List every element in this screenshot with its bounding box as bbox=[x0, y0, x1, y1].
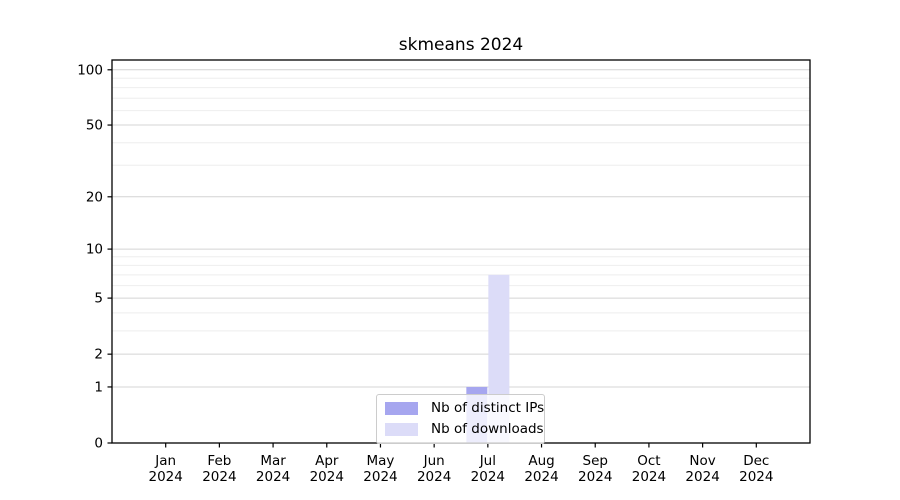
x-tick-label-month-feb: Feb bbox=[207, 453, 231, 469]
legend: Nb of distinct IPs Nb of downloads bbox=[376, 394, 545, 444]
x-tick-label-year-jan: 2024 bbox=[149, 469, 183, 485]
x-tick-label-year-aug: 2024 bbox=[524, 469, 558, 485]
x-tick-label-year-sep: 2024 bbox=[578, 469, 612, 485]
y-tick-label-2: 2 bbox=[94, 347, 103, 363]
x-tick-label-month-jun: Jun bbox=[423, 453, 445, 469]
legend-item-distinct-ips: Nb of distinct IPs bbox=[385, 400, 544, 416]
y-tick-label-100: 100 bbox=[77, 62, 103, 78]
x-tick-label-month-apr: Apr bbox=[315, 453, 339, 469]
x-tick-label-year-may: 2024 bbox=[363, 469, 397, 485]
x-tick-label-month-sep: Sep bbox=[583, 453, 608, 469]
plot-border bbox=[111, 59, 811, 444]
legend-item-downloads: Nb of downloads bbox=[385, 421, 544, 437]
legend-label-distinct-ips: Nb of distinct IPs bbox=[431, 400, 545, 416]
y-tick-label-10: 10 bbox=[86, 242, 103, 258]
x-tick-label-year-mar: 2024 bbox=[256, 469, 290, 485]
y-tick-label-5: 5 bbox=[94, 291, 103, 307]
y-tick-label-0: 0 bbox=[94, 436, 103, 452]
legend-label-downloads: Nb of downloads bbox=[431, 421, 544, 437]
x-tick-label-year-apr: 2024 bbox=[310, 469, 344, 485]
x-tick-label-month-dec: Dec bbox=[743, 453, 769, 469]
y-tick-label-1: 1 bbox=[94, 379, 103, 395]
x-tick-label-year-nov: 2024 bbox=[685, 469, 719, 485]
chart-title: skmeans 2024 bbox=[398, 35, 524, 55]
x-tick-label-year-oct: 2024 bbox=[632, 469, 666, 485]
x-tick-label-year-dec: 2024 bbox=[739, 469, 773, 485]
x-tick-label-month-mar: Mar bbox=[260, 453, 286, 469]
x-tick-label-month-jan: Jan bbox=[154, 453, 176, 469]
x-tick-label-month-aug: Aug bbox=[528, 453, 554, 469]
x-tick-label-year-feb: 2024 bbox=[202, 469, 236, 485]
legend-swatch-downloads bbox=[385, 422, 418, 436]
y-tick-label-20: 20 bbox=[86, 189, 103, 205]
legend-swatch-distinct-ips bbox=[385, 401, 418, 415]
x-tick-label-month-jul: Jul bbox=[479, 453, 496, 469]
x-tick-label-year-jun: 2024 bbox=[417, 469, 451, 485]
x-tick-label-month-may: May bbox=[367, 453, 395, 469]
y-tick-label-50: 50 bbox=[86, 118, 103, 134]
x-tick-label-month-oct: Oct bbox=[637, 453, 660, 469]
x-tick-label-year-jul: 2024 bbox=[471, 469, 505, 485]
x-tick-label-month-nov: Nov bbox=[689, 453, 715, 469]
